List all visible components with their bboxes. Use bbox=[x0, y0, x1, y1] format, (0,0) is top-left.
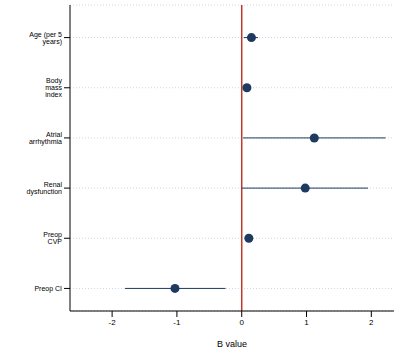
svg-text:-2: -2 bbox=[109, 318, 117, 327]
svg-text:B value: B value bbox=[217, 339, 247, 349]
svg-text:Preop CI: Preop CI bbox=[34, 285, 62, 293]
svg-text:Atrialarrhythmia: Atrialarrhythmia bbox=[29, 131, 63, 146]
svg-text:Renaldysfunction: Renaldysfunction bbox=[27, 181, 63, 196]
svg-text:1: 1 bbox=[304, 318, 309, 327]
svg-text:0: 0 bbox=[239, 318, 244, 327]
svg-text:-1: -1 bbox=[173, 318, 181, 327]
svg-text:PreopCVP: PreopCVP bbox=[43, 231, 62, 245]
svg-text:Bodymassindex: Bodymassindex bbox=[45, 77, 62, 98]
svg-text:2: 2 bbox=[369, 318, 374, 327]
svg-text:Age (per 5years): Age (per 5years) bbox=[29, 31, 62, 46]
